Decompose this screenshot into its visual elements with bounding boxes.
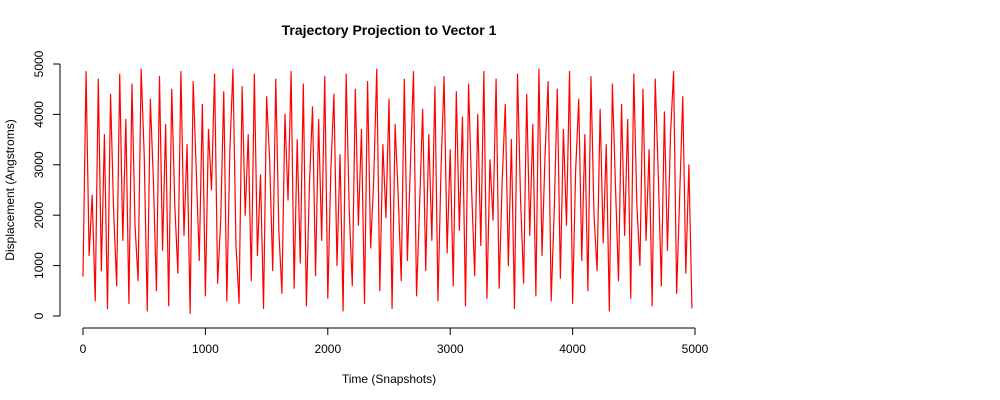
y-tick-label: 5000 (32, 50, 46, 77)
y-tick-label: 2000 (32, 202, 46, 229)
y-axis-label: Displacement (Angstroms) (3, 119, 17, 260)
x-tick-label: 2000 (314, 342, 341, 356)
x-tick-label: 4000 (559, 342, 586, 356)
y-tick-label: 4000 (32, 101, 46, 128)
y-tick-label: 3000 (32, 151, 46, 178)
x-axis-label: Time (Snapshots) (342, 372, 436, 386)
x-tick-label: 0 (80, 342, 87, 356)
x-tick-label: 1000 (192, 342, 219, 356)
x-tick-label: 3000 (437, 342, 464, 356)
chart-title: Trajectory Projection to Vector 1 (282, 22, 497, 38)
y-tick-label: 0 (32, 312, 46, 319)
x-tick-label: 5000 (682, 342, 709, 356)
y-tick-label: 1000 (32, 252, 46, 279)
series-line (82, 68, 693, 315)
